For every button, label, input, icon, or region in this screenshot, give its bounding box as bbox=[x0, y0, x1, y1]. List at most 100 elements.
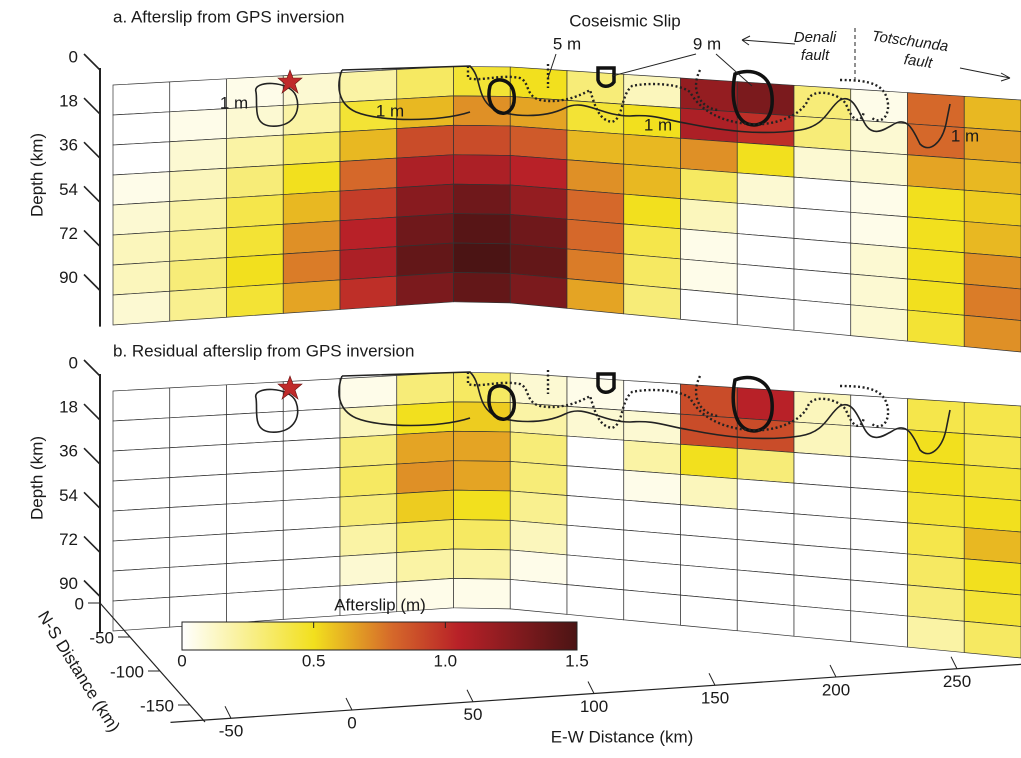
cell bbox=[736, 417, 795, 453]
cell bbox=[282, 467, 341, 501]
arrow bbox=[959, 67, 1011, 82]
cell bbox=[112, 231, 171, 266]
y-tick bbox=[83, 141, 101, 159]
cell bbox=[169, 444, 227, 478]
cell bbox=[623, 379, 681, 415]
cell bbox=[907, 154, 965, 191]
cell bbox=[169, 503, 227, 538]
title-b: b. Residual afterslip from GPS inversion bbox=[113, 341, 414, 360]
colorbar-tick-label: 0 bbox=[177, 651, 186, 670]
y-tick-label: 90 bbox=[59, 268, 78, 287]
cell bbox=[963, 401, 1021, 438]
x-tick bbox=[829, 664, 837, 678]
cell bbox=[680, 137, 738, 174]
cell bbox=[680, 258, 738, 295]
cell bbox=[850, 242, 908, 280]
cell bbox=[793, 237, 852, 275]
y-tick bbox=[83, 359, 101, 377]
cell bbox=[396, 519, 454, 554]
cell bbox=[112, 566, 171, 602]
cell bbox=[680, 564, 738, 601]
annotation: Coseismic Slip bbox=[569, 11, 680, 30]
y-tick-label: 72 bbox=[59, 530, 78, 549]
cell bbox=[169, 533, 227, 568]
cell bbox=[226, 223, 284, 259]
cell bbox=[509, 520, 568, 556]
y-tick bbox=[83, 579, 101, 598]
cell bbox=[680, 228, 738, 265]
cell bbox=[396, 124, 454, 159]
z-axis bbox=[99, 602, 206, 723]
arrow bbox=[741, 35, 796, 46]
cell bbox=[793, 84, 852, 121]
annotation: 1 m bbox=[951, 126, 979, 145]
cell bbox=[282, 220, 341, 255]
cell bbox=[736, 81, 795, 117]
cell bbox=[623, 559, 681, 596]
y-tick-label: 54 bbox=[59, 486, 78, 505]
cell bbox=[509, 372, 568, 407]
cell bbox=[453, 95, 511, 127]
cell bbox=[963, 283, 1021, 321]
x-axis bbox=[170, 663, 1021, 723]
y-tick bbox=[83, 535, 101, 553]
colorbar-tick-label: 0.5 bbox=[302, 651, 326, 670]
x-tick bbox=[224, 706, 232, 719]
annotation: 5 m bbox=[553, 34, 581, 53]
cell bbox=[112, 387, 171, 422]
cell bbox=[680, 198, 738, 234]
cell bbox=[623, 529, 681, 566]
cell bbox=[282, 249, 341, 285]
cell bbox=[963, 527, 1021, 564]
y-tick-label: 54 bbox=[59, 180, 78, 199]
annotation: fault bbox=[801, 47, 830, 64]
cell bbox=[453, 548, 511, 580]
cell bbox=[112, 596, 171, 632]
cell bbox=[907, 429, 965, 466]
cell bbox=[396, 372, 454, 406]
cell bbox=[396, 548, 454, 583]
cell bbox=[623, 589, 681, 626]
cell bbox=[566, 435, 625, 471]
cell bbox=[850, 181, 908, 218]
cell bbox=[396, 154, 454, 188]
cell bbox=[453, 213, 511, 245]
cell bbox=[453, 460, 511, 492]
cell bbox=[282, 585, 341, 620]
cell bbox=[907, 460, 965, 497]
cell bbox=[963, 95, 1021, 132]
title-a: a. Afterslip from GPS inversion bbox=[113, 7, 344, 26]
cell bbox=[509, 243, 568, 280]
cell bbox=[907, 92, 965, 128]
cell bbox=[396, 401, 454, 435]
cell bbox=[226, 381, 284, 415]
cell bbox=[509, 549, 568, 586]
cell bbox=[169, 384, 227, 419]
y-tick-label: 18 bbox=[59, 92, 78, 111]
z-tick-label: -100 bbox=[110, 662, 144, 681]
cell bbox=[226, 500, 284, 535]
cell bbox=[850, 150, 908, 187]
cell bbox=[736, 293, 795, 331]
cell bbox=[509, 490, 568, 526]
cell bbox=[907, 216, 965, 254]
cell bbox=[453, 401, 511, 433]
colorbar-label: Afterslip (m) bbox=[334, 595, 426, 614]
annotation: 1 m bbox=[220, 93, 248, 112]
cell bbox=[566, 465, 625, 501]
y-tick bbox=[83, 185, 101, 203]
x-tick-label: 0 bbox=[347, 713, 356, 732]
cell bbox=[680, 383, 738, 419]
cell bbox=[907, 309, 965, 347]
cell bbox=[339, 216, 398, 251]
cell bbox=[112, 417, 171, 452]
cell bbox=[680, 443, 738, 480]
cell bbox=[169, 414, 227, 449]
cell bbox=[396, 489, 454, 524]
cell bbox=[453, 124, 511, 156]
y-tick bbox=[83, 403, 101, 421]
cell bbox=[282, 131, 341, 166]
cell bbox=[963, 433, 1021, 470]
cell bbox=[793, 543, 852, 581]
